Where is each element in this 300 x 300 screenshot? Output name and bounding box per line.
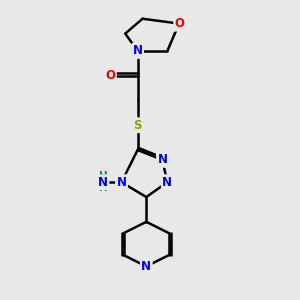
Text: N: N bbox=[141, 260, 151, 273]
Text: O: O bbox=[105, 69, 116, 82]
Text: S: S bbox=[134, 119, 142, 132]
Text: H: H bbox=[99, 171, 107, 181]
Text: N: N bbox=[158, 153, 167, 167]
Text: N: N bbox=[116, 176, 127, 189]
Text: N: N bbox=[98, 176, 108, 189]
Text: N: N bbox=[133, 44, 142, 57]
Text: N: N bbox=[162, 176, 172, 189]
Text: H: H bbox=[99, 183, 107, 194]
Text: O: O bbox=[175, 17, 185, 30]
